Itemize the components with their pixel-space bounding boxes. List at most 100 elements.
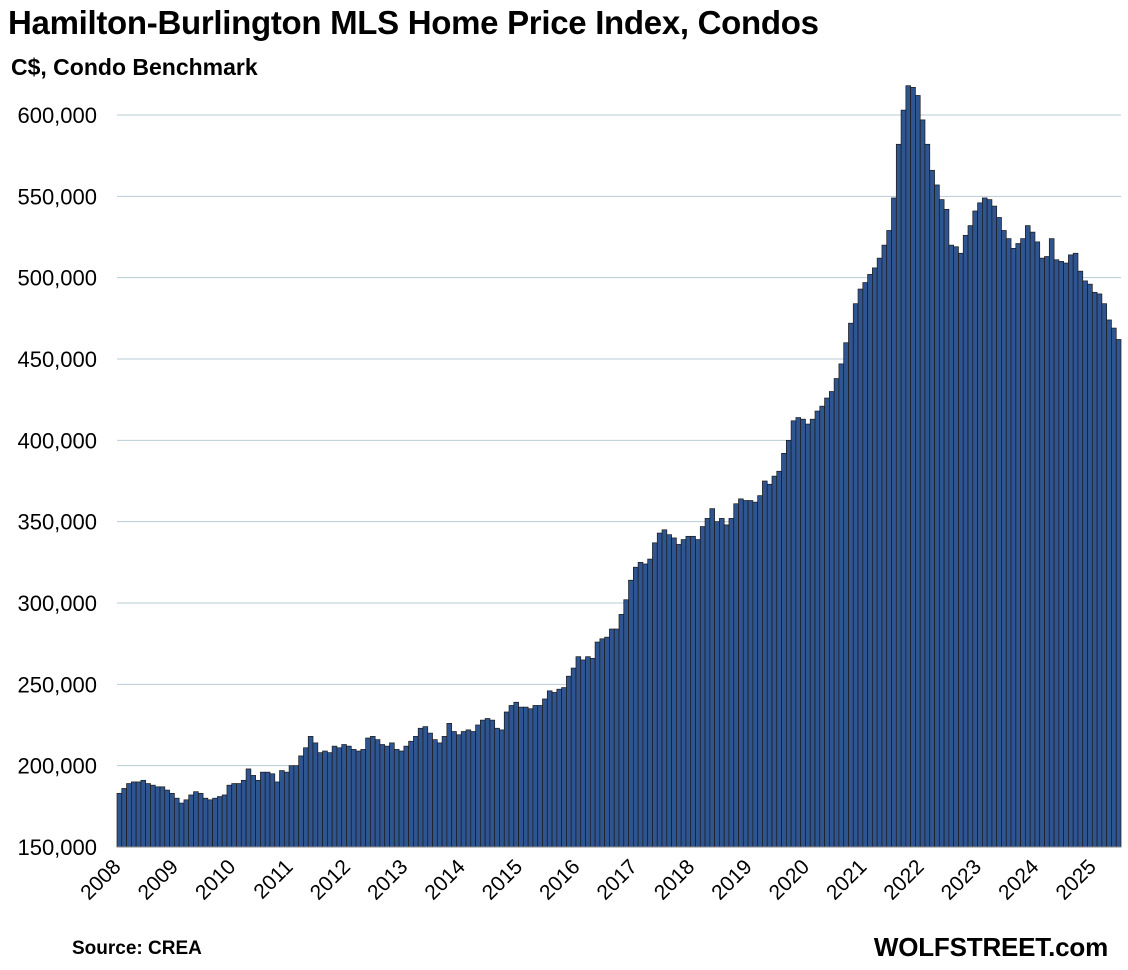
bar [183,799,190,848]
bar [408,740,414,848]
bar [197,792,204,848]
bar [384,745,390,848]
bar [1063,262,1069,848]
bar [671,537,677,848]
bar [642,563,649,848]
bar [953,246,959,848]
bar [260,771,266,848]
bar [977,202,983,848]
bar [532,705,539,848]
bar [666,534,672,848]
bar [451,731,457,848]
bar [274,781,280,848]
bar [508,705,515,848]
bar [317,752,323,848]
bar [742,500,749,848]
bar [910,86,916,848]
bar [1072,252,1079,848]
bar [1106,319,1112,848]
bar [226,784,233,848]
x-tick-label: 2025 [1052,855,1101,904]
bar [623,599,629,848]
bar [283,771,290,848]
bar [1025,225,1031,848]
bar [1077,270,1084,848]
bar [140,779,147,848]
bar [389,742,395,848]
bar [250,775,256,848]
bar [1039,257,1045,848]
bar [1101,303,1108,848]
bar [551,692,558,848]
brand-watermark: WOLFSTREET.com [873,932,1108,962]
bar [542,698,548,848]
bar [929,169,935,848]
bar [193,791,199,848]
bar [905,85,911,848]
y-tick-label: 350,000 [17,510,97,535]
bar [757,495,763,848]
bar [393,749,400,848]
bar [427,732,433,848]
bar [288,765,295,848]
bar [833,378,840,848]
bar [958,252,964,848]
bar [1058,261,1064,848]
bar [747,500,754,848]
bar [800,418,806,848]
bar [795,417,802,848]
source-note: Source: CREA [72,938,202,959]
y-tick-label: 200,000 [17,754,97,779]
bar [838,363,845,848]
bar [805,423,811,848]
bar [709,508,715,848]
bars [116,85,1122,848]
y-tick-label: 150,000 [17,835,97,860]
bar [719,518,725,848]
bar [341,744,347,848]
bar [503,711,510,848]
x-tick-label: 2014 [420,855,470,905]
bar [499,729,505,848]
bar [441,736,448,848]
bar [886,230,892,848]
bar [154,786,161,848]
bar [570,667,577,848]
bar [379,744,386,848]
axes: 150,000 200,000 250,000 300,000 350,000 400,0… [17,103,1121,905]
bar [537,705,543,848]
bar [150,784,156,848]
bar [1115,339,1122,848]
bar [212,797,218,848]
bar [484,718,491,848]
bar [862,282,868,848]
bar [159,786,166,848]
bar [327,752,333,848]
bar [704,518,711,848]
bar [991,205,998,848]
bar [293,765,300,848]
bar [518,706,524,848]
bar [403,745,409,848]
bar [370,736,376,848]
x-tick-label: 2008 [76,855,125,904]
bar [494,727,500,848]
bar [1068,254,1074,848]
bar [566,675,572,848]
x-tick-label: 2010 [191,855,240,904]
bar [1029,231,1036,848]
bar [465,729,472,848]
bar [924,143,931,848]
x-tick-label: 2020 [765,855,814,904]
bar [1091,291,1098,848]
bar [1044,256,1050,848]
x-tick-label: 2017 [593,855,642,904]
bar [513,701,519,848]
bar [298,755,304,848]
bar [996,217,1002,848]
bar [556,688,562,848]
y-tick-label: 450,000 [17,347,97,372]
bar [188,794,194,848]
bar [819,405,825,848]
bar [652,542,658,848]
